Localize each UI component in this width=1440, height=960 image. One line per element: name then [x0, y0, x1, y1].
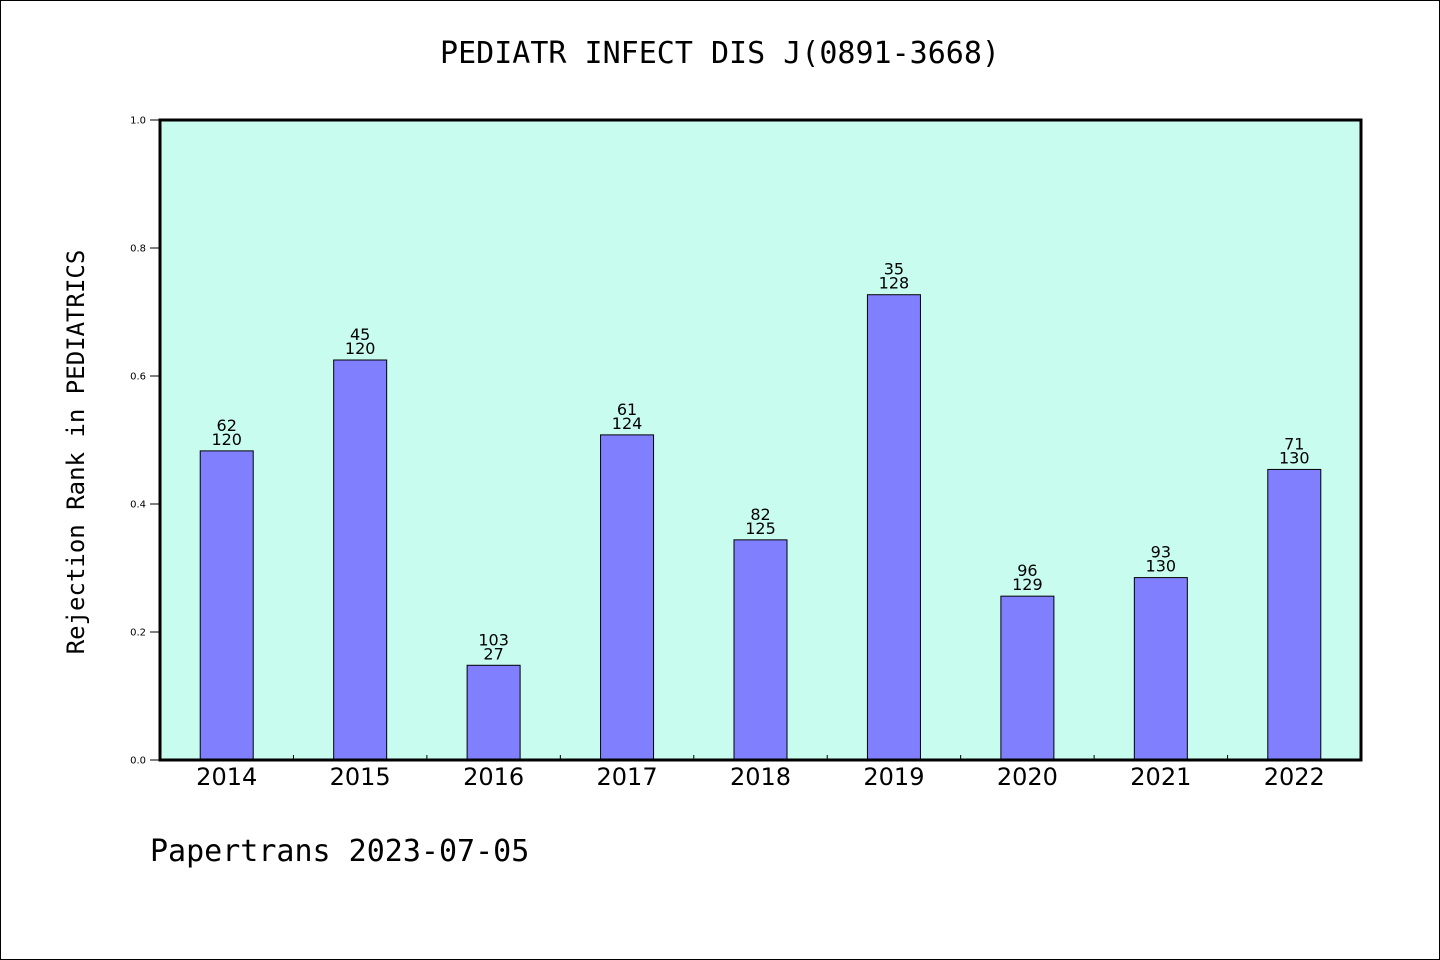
x-tick-label: 2019 [863, 763, 924, 791]
y-tick-label: 0.2 [130, 628, 146, 639]
bar-label-bottom: 27 [483, 644, 503, 663]
bar-label-bottom: 125 [745, 519, 776, 538]
bar-label-top: 61 [617, 400, 637, 419]
bar [1267, 468, 1322, 761]
bar [1133, 577, 1188, 761]
x-tick-label: 2021 [1130, 763, 1191, 791]
x-tick-label: 2017 [597, 763, 658, 791]
y-tick-label: 0.4 [130, 500, 146, 511]
x-tick-label: 2022 [1264, 763, 1325, 791]
bar-label-top: 71 [1284, 434, 1304, 453]
bar-label-bottom: 120 [345, 339, 376, 358]
bar-label-bottom: 130 [1279, 448, 1310, 467]
x-tick-label: 2014 [196, 763, 257, 791]
bar [199, 450, 254, 761]
footer-text: Papertrans 2023-07-05 [150, 834, 530, 869]
x-tick-label: 2018 [730, 763, 791, 791]
y-tick-label: 0.8 [130, 244, 146, 255]
y-tick-label: 0.0 [130, 756, 146, 767]
bar [466, 664, 521, 761]
x-tick-label: 2020 [997, 763, 1058, 791]
x-tick-label: 2015 [330, 763, 391, 791]
bar-label-bottom: 130 [1146, 557, 1177, 576]
x-tick-label: 2016 [463, 763, 524, 791]
bar-label-bottom: 129 [1012, 575, 1043, 594]
bar [733, 539, 788, 761]
chart-title: PEDIATR INFECT DIS J(0891-3668) [440, 36, 1000, 71]
bar-label-top: 93 [1151, 543, 1171, 562]
bar-label-top: 96 [1017, 561, 1037, 580]
y-tick-label: 1.0 [130, 116, 146, 127]
bar [1000, 595, 1055, 761]
bar-label-top: 35 [884, 260, 904, 279]
bar-label-bottom: 120 [211, 430, 242, 449]
bar-label-top: 82 [750, 505, 770, 524]
bar-label-top: 103 [478, 630, 509, 649]
plot-border [158, 118, 1363, 762]
bar-label-top: 62 [217, 416, 237, 435]
bar-label-top: 45 [350, 325, 370, 344]
bar [600, 434, 655, 761]
bar [333, 359, 388, 761]
y-tick-label: 0.6 [130, 372, 146, 383]
bar [866, 294, 921, 761]
bar-label-bottom: 124 [612, 414, 643, 433]
bar-label-bottom: 128 [879, 274, 910, 293]
